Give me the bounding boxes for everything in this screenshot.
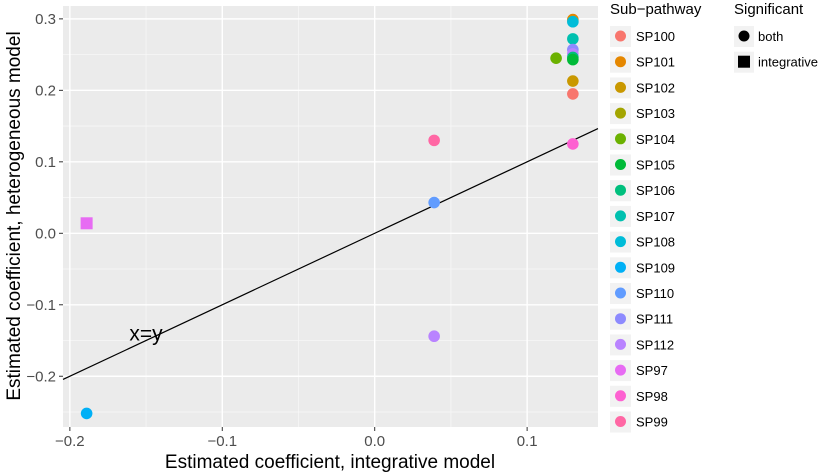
legend-key-sp108 — [615, 236, 626, 248]
x-tick-label: −0.2 — [55, 433, 85, 450]
legend-label: SP99 — [636, 415, 668, 430]
legend-label: SP106 — [636, 183, 675, 198]
data-point — [567, 88, 579, 100]
legend-label: SP103 — [636, 106, 675, 121]
x-tick-label: 0.0 — [364, 433, 385, 450]
legend-label: SP112 — [636, 337, 674, 352]
legend-label: SP110 — [636, 286, 674, 301]
shape-legend: Significant both integrative — [734, 1, 818, 73]
legend-label: SP98 — [636, 389, 668, 404]
legend-label: SP108 — [636, 235, 675, 250]
legend-label: SP109 — [636, 260, 675, 275]
data-point — [567, 33, 579, 45]
y-tick-label: 0.3 — [35, 11, 56, 28]
reference-line-x-equals-y — [62, 128, 599, 381]
legend-label: SP102 — [636, 80, 675, 95]
legend-label: SP107 — [636, 209, 675, 224]
data-point — [567, 15, 579, 28]
legend-key-circle — [738, 30, 750, 42]
data-point — [428, 330, 440, 343]
data-point — [80, 407, 93, 420]
legend-key-sp110 — [615, 287, 626, 299]
legend-key-sp100 — [615, 30, 626, 42]
data-point-square — [80, 217, 93, 230]
y-tick-label: 0.1 — [35, 154, 56, 171]
legend-key-sp98 — [615, 390, 626, 402]
data-point — [567, 75, 579, 87]
legend-key-sp106 — [615, 184, 626, 196]
grid-minor — [63, 6, 598, 427]
x-axis-ticks: −0.2 −0.1 0.0 0.1 — [55, 427, 538, 450]
color-legend-title: Sub−pathway — [610, 1, 702, 18]
legend-label: SP104 — [636, 132, 675, 147]
legend-key-sp105 — [615, 159, 626, 170]
data-point — [428, 134, 440, 147]
plot-panel — [63, 6, 598, 427]
legend-key-square — [738, 55, 750, 68]
legend-key-sp107 — [615, 210, 626, 222]
data-point — [428, 196, 440, 209]
legend-key-sp102 — [615, 81, 626, 93]
x-tick-label: 0.1 — [517, 433, 538, 450]
y-axis-title: Estimated coefficient, heterogeneous mod… — [4, 31, 25, 400]
legend-key-sp104 — [615, 133, 626, 145]
legend-key-sp109 — [615, 261, 626, 273]
legend-label: both — [758, 29, 783, 44]
grid-major — [63, 6, 598, 427]
y-axis-ticks: −0.2 −0.1 0.0 0.1 0.2 0.3 — [26, 11, 63, 385]
x-tick-label: −0.1 — [207, 433, 237, 450]
x-axis-title: Estimated coefficient, integrative model — [165, 452, 495, 473]
y-tick-label: 0.0 — [35, 225, 56, 242]
legend-key-sp99 — [615, 416, 626, 427]
legend-label: SP105 — [636, 158, 675, 173]
data-point — [567, 53, 579, 66]
legend-label: SP97 — [636, 363, 668, 378]
legend-label: integrative — [758, 55, 818, 70]
y-tick-label: 0.2 — [35, 82, 56, 99]
legend-key-sp97 — [615, 364, 626, 376]
data-point — [550, 52, 562, 64]
y-tick-label: −0.2 — [26, 368, 56, 385]
legend-key-sp112 — [615, 338, 626, 350]
data-point — [567, 138, 579, 150]
color-legend: Sub−pathway SP100 SP101 SP102 SP103 SP104 SP1… — [610, 1, 702, 433]
legend-key-sp111 — [615, 313, 626, 325]
data-points — [80, 13, 579, 420]
legend-label: SP101 — [636, 55, 675, 70]
y-tick-label: −0.1 — [26, 297, 56, 314]
reference-line-label: x=y — [129, 322, 163, 345]
legend-label: SP111 — [636, 312, 673, 327]
legend-label: SP100 — [636, 29, 675, 44]
legend-key-sp101 — [615, 56, 626, 68]
shape-legend-title: Significant — [734, 1, 804, 18]
legend-key-sp103 — [615, 107, 626, 119]
